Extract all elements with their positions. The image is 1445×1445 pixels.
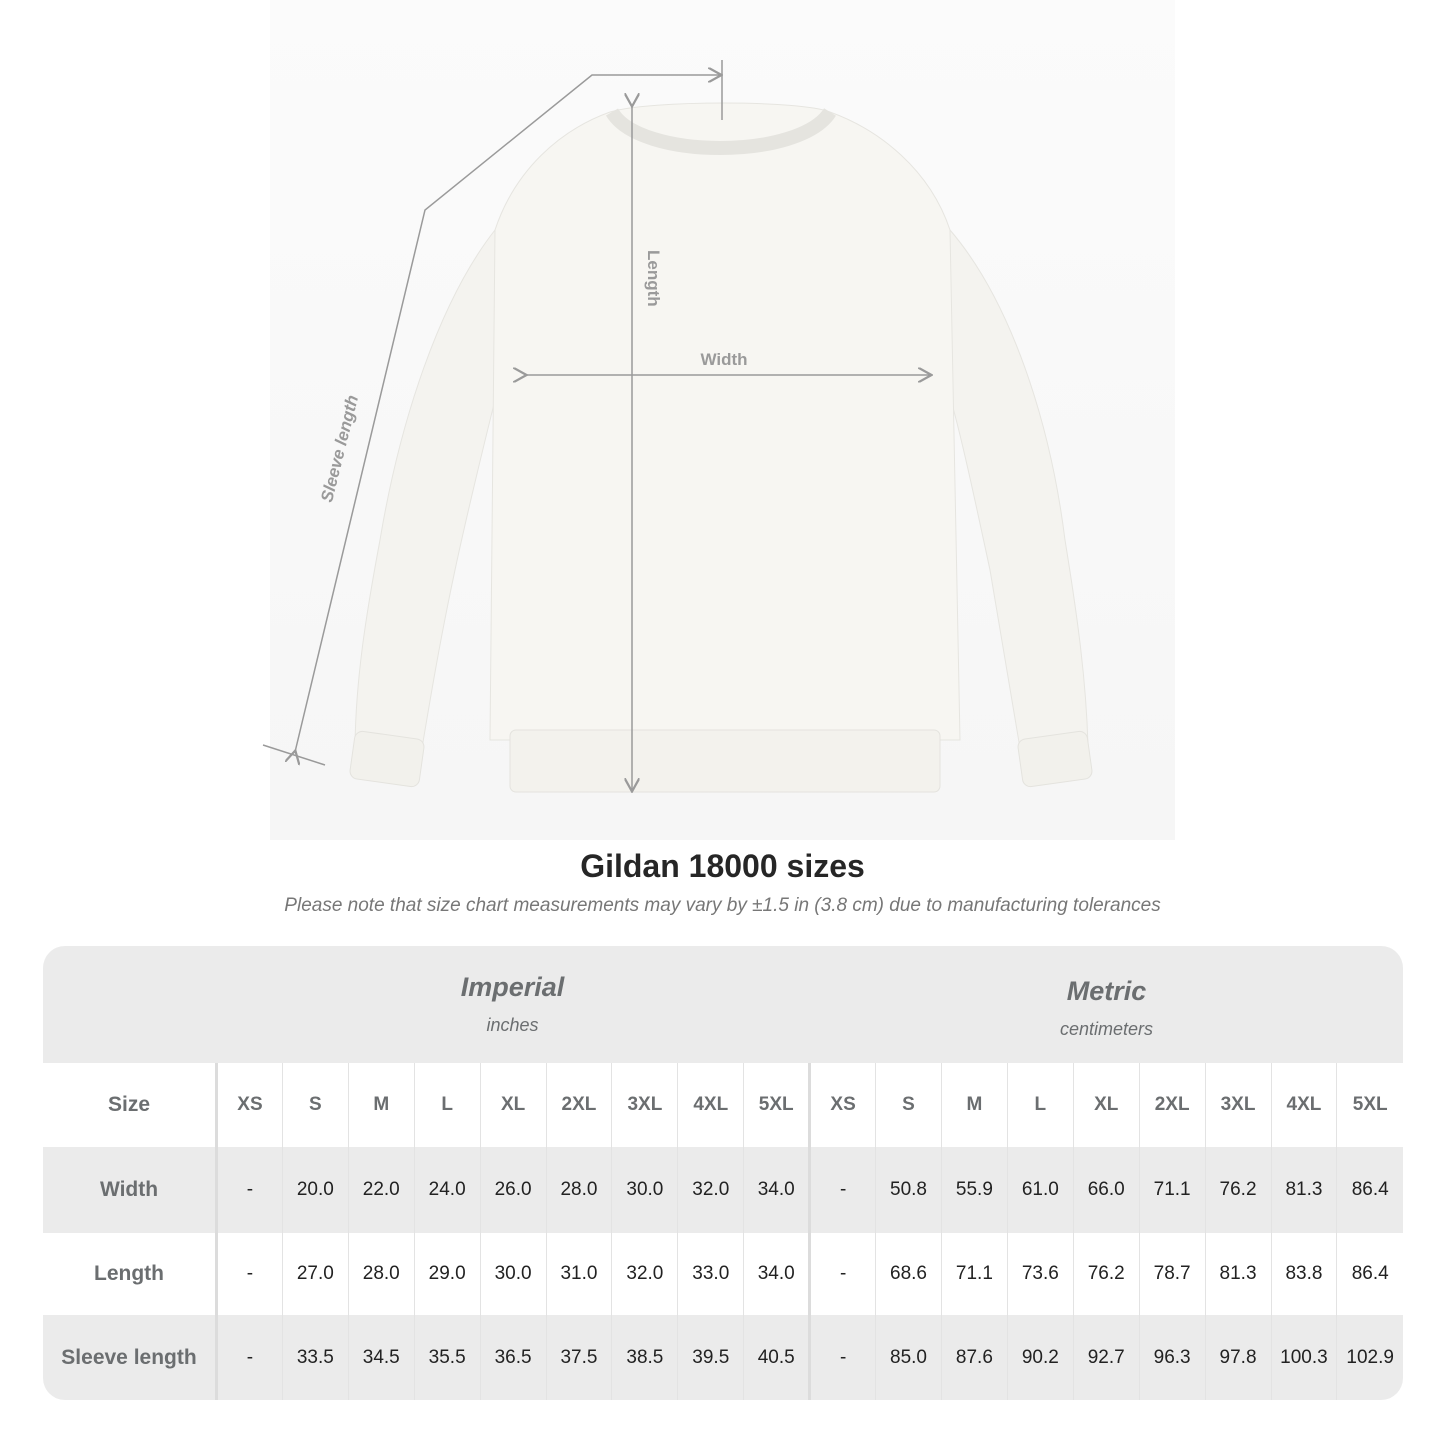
imperial-value-cell: 36.5 — [479, 1315, 547, 1400]
imperial-unit: inches — [486, 1015, 539, 1035]
metric-value-cell: 102.9 — [1336, 1315, 1403, 1400]
metric-value-cell: 50.8 — [875, 1147, 942, 1233]
imperial-value-cell: 32.0 — [677, 1147, 744, 1233]
metric-value-cell: 97.8 — [1204, 1315, 1271, 1400]
imperial-value-cell: 32.0 — [611, 1233, 678, 1315]
metric-value-cell: 71.1 — [1138, 1147, 1206, 1233]
metric-unit: centimeters — [1059, 1019, 1154, 1039]
row-label: Length — [43, 1233, 218, 1315]
imperial-value-cell: 28.0 — [347, 1233, 415, 1315]
metric-value-cell: 90.2 — [1006, 1315, 1074, 1400]
sleeve-length-line — [295, 75, 720, 752]
metric-value-cell: 66.0 — [1072, 1147, 1140, 1233]
imperial-value-cell: - — [216, 1315, 283, 1400]
table-header: Imperial inches Metric centimeters — [43, 946, 1403, 1063]
imperial-value-cell: 37.5 — [545, 1315, 612, 1400]
metric-size-header: 2XL — [1138, 1063, 1206, 1147]
metric-value-cell: 55.9 — [940, 1147, 1008, 1233]
metric-value-cell: 100.3 — [1270, 1315, 1337, 1400]
metric-size-header: XL — [1072, 1063, 1140, 1147]
metric-header: Metric centimeters — [810, 976, 1403, 1040]
imperial-header: Imperial inches — [215, 972, 810, 1036]
imperial-value-cell: 33.0 — [677, 1233, 744, 1315]
imperial-value-cell: 34.5 — [347, 1315, 415, 1400]
imperial-value-cell: 30.0 — [611, 1147, 678, 1233]
imperial-value-cell: 34.0 — [743, 1233, 810, 1315]
metric-size-header: XS — [808, 1063, 876, 1147]
table-row: Length -27.0 28.0 29.0 30.0 31.0 32.0 33.0 34.0-… — [43, 1233, 1403, 1315]
imperial-value-cell: 26.0 — [479, 1147, 547, 1233]
metric-value-cell: - — [808, 1233, 876, 1315]
size-table: Imperial inches Metric centimeters Size X… — [43, 946, 1403, 1400]
table-row: Sleeve length -33.5 34.5 35.5 36.5 37.5 38.5 39… — [43, 1315, 1403, 1400]
imperial-value-cell: 29.0 — [413, 1233, 481, 1315]
metric-value-cell: 76.2 — [1072, 1233, 1140, 1315]
row-label: Width — [43, 1147, 218, 1233]
length-label: Length — [644, 250, 663, 307]
imperial-size-header: 4XL — [677, 1063, 744, 1147]
metric-size-header: 5XL — [1336, 1063, 1403, 1147]
size-header-row: Size XS S M L XL 2XL 3XL 4XL 5XL XS S M L XL 2XL 3XL 4XL 5… — [43, 1063, 1403, 1147]
size-label: Size — [43, 1063, 218, 1147]
metric-value-cell: 86.4 — [1336, 1147, 1403, 1233]
imperial-value-cell: 27.0 — [281, 1233, 349, 1315]
metric-value-cell: - — [808, 1315, 876, 1400]
metric-size-header: 3XL — [1204, 1063, 1271, 1147]
metric-value-cell: 96.3 — [1138, 1315, 1206, 1400]
imperial-value-cell: 33.5 — [281, 1315, 349, 1400]
width-label: Width — [700, 350, 747, 369]
metric-title: Metric — [1066, 976, 1147, 1006]
row-label: Sleeve length — [43, 1315, 218, 1400]
metric-size-header: M — [940, 1063, 1008, 1147]
imperial-size-header: M — [347, 1063, 415, 1147]
imperial-value-cell: 39.5 — [677, 1315, 744, 1400]
imperial-value-cell: 31.0 — [545, 1233, 612, 1315]
imperial-size-header: 5XL — [743, 1063, 810, 1147]
imperial-value-cell: 35.5 — [413, 1315, 481, 1400]
imperial-value-cell: 20.0 — [281, 1147, 349, 1233]
metric-value-cell: 61.0 — [1006, 1147, 1074, 1233]
metric-value-cell: 73.6 — [1006, 1233, 1074, 1315]
imperial-size-header: XL — [479, 1063, 547, 1147]
metric-size-header: S — [875, 1063, 942, 1147]
metric-value-cell: 71.1 — [940, 1233, 1008, 1315]
imperial-value-cell: 24.0 — [413, 1147, 481, 1233]
imperial-value-cell: 22.0 — [347, 1147, 415, 1233]
metric-size-header: L — [1006, 1063, 1074, 1147]
metric-value-cell: - — [808, 1147, 876, 1233]
imperial-value-cell: - — [216, 1233, 283, 1315]
imperial-value-cell: 34.0 — [743, 1147, 810, 1233]
metric-value-cell: 81.3 — [1270, 1147, 1337, 1233]
metric-size-header: 4XL — [1270, 1063, 1337, 1147]
metric-value-cell: 92.7 — [1072, 1315, 1140, 1400]
imperial-size-header: 2XL — [545, 1063, 612, 1147]
sweatshirt-measurement-diagram: Length Width Sleeve length — [262, 0, 1175, 840]
metric-value-cell: 83.8 — [1270, 1233, 1337, 1315]
imperial-value-cell: 28.0 — [545, 1147, 612, 1233]
imperial-value-cell: 38.5 — [611, 1315, 678, 1400]
imperial-title: Imperial — [460, 972, 565, 1002]
metric-value-cell: 86.4 — [1336, 1233, 1403, 1315]
imperial-value-cell: 30.0 — [479, 1233, 547, 1315]
metric-value-cell: 76.2 — [1204, 1147, 1271, 1233]
imperial-value-cell: 40.5 — [743, 1315, 810, 1400]
metric-value-cell: 87.6 — [940, 1315, 1008, 1400]
measurement-lines — [262, 60, 930, 790]
tolerance-note: Please note that size chart measurements… — [284, 895, 1161, 916]
metric-value-cell: 78.7 — [1138, 1233, 1206, 1315]
imperial-size-header: XS — [216, 1063, 283, 1147]
chart-title: Gildan 18000 sizes — [580, 848, 865, 884]
metric-value-cell: 85.0 — [875, 1315, 942, 1400]
table-row: Width -20.0 22.0 24.0 26.0 28.0 30.0 32.0 34.0-5… — [43, 1147, 1403, 1233]
metric-value-cell: 68.6 — [875, 1233, 942, 1315]
size-grid: Size XS S M L XL 2XL 3XL 4XL 5XL XS S M L XL 2XL 3XL 4XL 5… — [43, 1063, 1403, 1400]
imperial-value-cell: - — [216, 1147, 283, 1233]
metric-value-cell: 81.3 — [1204, 1233, 1271, 1315]
imperial-size-header: 3XL — [611, 1063, 678, 1147]
imperial-size-header: L — [413, 1063, 481, 1147]
imperial-size-header: S — [281, 1063, 349, 1147]
